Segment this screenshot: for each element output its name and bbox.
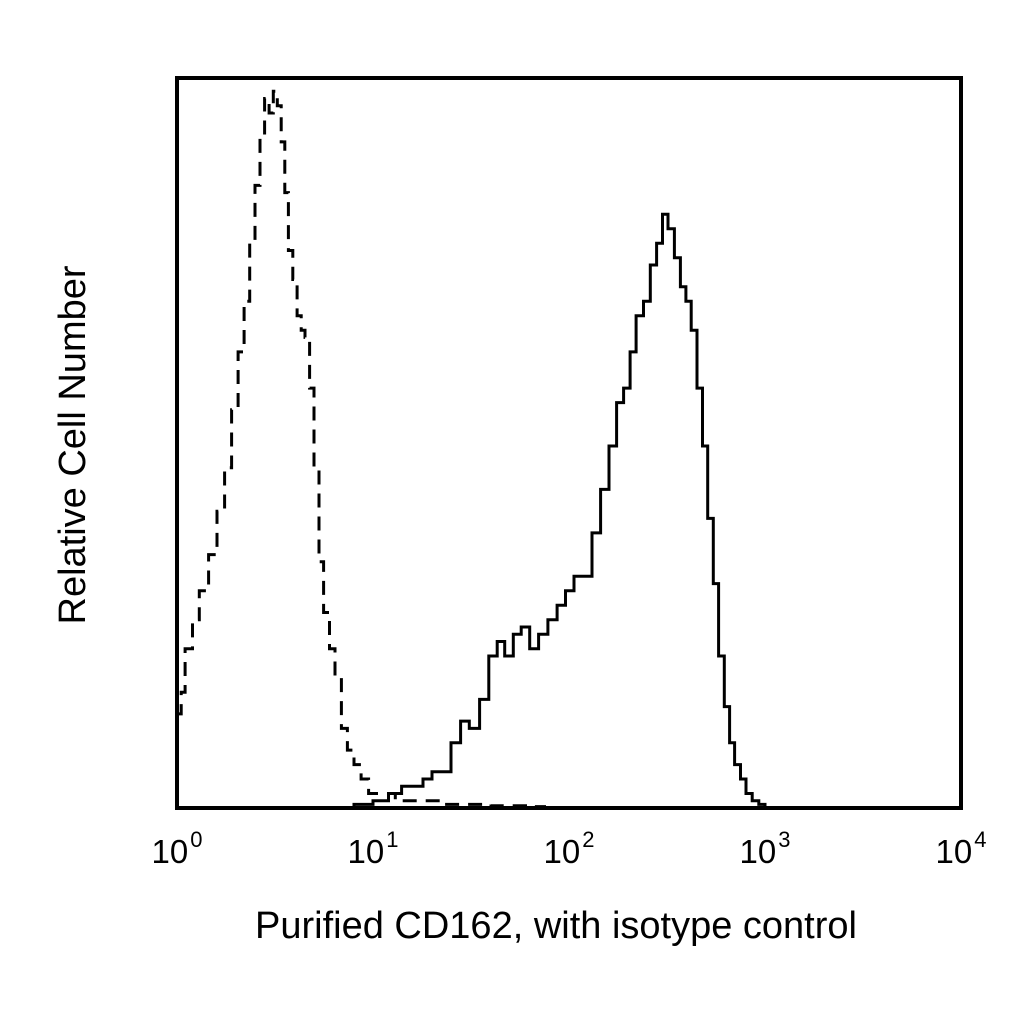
x-axis-title: Purified CD162, with isotype control xyxy=(255,905,857,947)
cd162-series xyxy=(177,212,781,810)
x-tick-label-4: 104 xyxy=(936,827,987,870)
x-tick-label-0: 100 xyxy=(152,827,203,870)
x-tick-label-2: 102 xyxy=(544,827,595,870)
x-tick-label-3: 103 xyxy=(740,827,791,870)
x-tick-label-1: 101 xyxy=(348,827,399,870)
plot-frame xyxy=(175,76,963,810)
y-axis-title: Relative Cell Number xyxy=(52,265,94,624)
x-tick-labels: 100 101 102 103 104 xyxy=(152,827,987,870)
series-layer xyxy=(177,89,781,810)
